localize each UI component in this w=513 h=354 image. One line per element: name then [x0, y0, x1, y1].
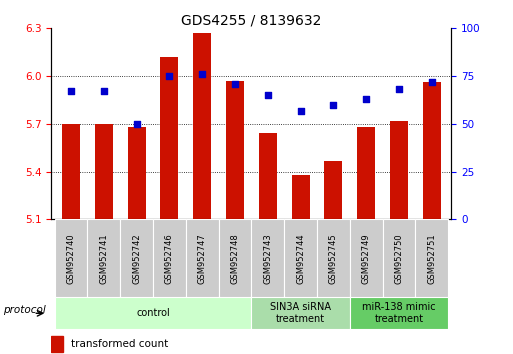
FancyBboxPatch shape — [54, 297, 251, 329]
Bar — [226, 81, 244, 219]
Point — [395, 87, 403, 92]
Point — [165, 73, 173, 79]
Bar — [390, 121, 408, 219]
Bar — [193, 33, 211, 219]
Text: GSM952743: GSM952743 — [263, 233, 272, 284]
Bar — [324, 161, 342, 219]
Text: transformed count: transformed count — [71, 339, 168, 349]
FancyBboxPatch shape — [120, 219, 153, 297]
Text: GSM952741: GSM952741 — [100, 233, 108, 284]
FancyBboxPatch shape — [383, 219, 416, 297]
Point — [297, 108, 305, 113]
Point — [362, 96, 370, 102]
Bar — [259, 133, 277, 219]
Point — [67, 88, 75, 94]
Bar — [62, 124, 80, 219]
Text: SIN3A siRNA
treatment: SIN3A siRNA treatment — [270, 302, 331, 324]
Text: control: control — [136, 308, 170, 318]
FancyBboxPatch shape — [416, 219, 448, 297]
Text: GSM952746: GSM952746 — [165, 233, 174, 284]
Bar — [95, 124, 113, 219]
Point — [231, 81, 239, 87]
FancyBboxPatch shape — [317, 219, 350, 297]
Text: GSM952742: GSM952742 — [132, 233, 141, 284]
Point — [329, 102, 338, 108]
FancyBboxPatch shape — [153, 219, 186, 297]
FancyBboxPatch shape — [284, 219, 317, 297]
FancyBboxPatch shape — [87, 219, 120, 297]
FancyBboxPatch shape — [251, 297, 350, 329]
Point — [100, 88, 108, 94]
FancyBboxPatch shape — [186, 219, 219, 297]
FancyBboxPatch shape — [54, 219, 87, 297]
Text: GSM952749: GSM952749 — [362, 233, 371, 284]
Text: GSM952748: GSM952748 — [230, 233, 240, 284]
Point — [428, 79, 436, 85]
Title: GDS4255 / 8139632: GDS4255 / 8139632 — [181, 13, 322, 27]
Text: GSM952747: GSM952747 — [198, 233, 207, 284]
Text: protocol: protocol — [3, 305, 45, 315]
FancyBboxPatch shape — [251, 219, 284, 297]
Bar — [128, 127, 146, 219]
Point — [198, 72, 206, 77]
Text: GSM952750: GSM952750 — [394, 233, 403, 284]
FancyBboxPatch shape — [350, 297, 448, 329]
Bar — [357, 127, 375, 219]
FancyBboxPatch shape — [350, 219, 383, 297]
FancyBboxPatch shape — [219, 219, 251, 297]
Text: GSM952740: GSM952740 — [67, 233, 75, 284]
Text: GSM952751: GSM952751 — [427, 233, 436, 284]
Point — [132, 121, 141, 127]
Text: GSM952745: GSM952745 — [329, 233, 338, 284]
Point — [264, 92, 272, 98]
Bar — [161, 57, 179, 219]
Bar — [51, 336, 63, 352]
Text: miR-138 mimic
treatment: miR-138 mimic treatment — [362, 302, 436, 324]
Bar — [423, 82, 441, 219]
Bar — [291, 175, 309, 219]
Text: GSM952744: GSM952744 — [296, 233, 305, 284]
